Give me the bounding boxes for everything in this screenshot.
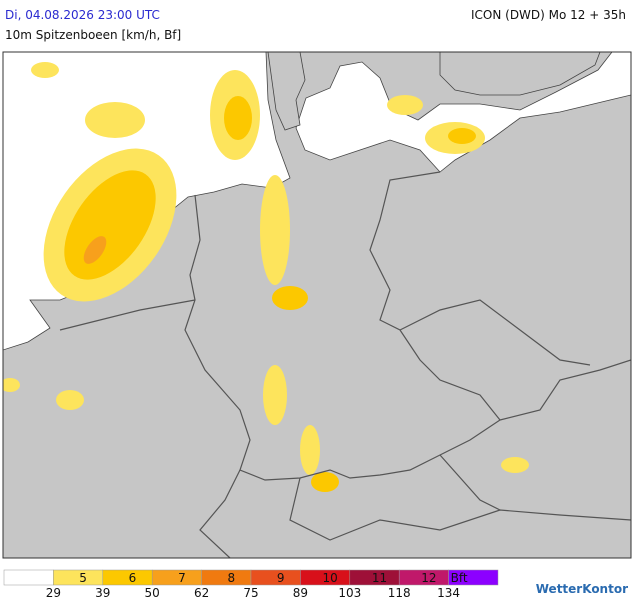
- denmark: [267, 52, 306, 131]
- legend-swatch: [151, 569, 202, 586]
- legend-class-label: 11: [372, 571, 387, 585]
- legend-threshold: 103: [338, 586, 361, 600]
- legend-threshold: 62: [194, 586, 209, 600]
- legend-class-label: 7: [178, 571, 186, 585]
- legend-class-label: Bft: [451, 571, 468, 585]
- legend-class-label: 9: [277, 571, 285, 585]
- sweden: [439, 52, 601, 96]
- legend-class-label: 10: [322, 571, 337, 585]
- legend-class-label: 6: [129, 571, 137, 585]
- borders: [59, 171, 631, 558]
- legend-swatch: [250, 569, 301, 586]
- model-run: ICON (DWD) Mo 12 + 35h: [471, 8, 626, 22]
- legend-swatch: [53, 569, 104, 586]
- valid-time: Di, 04.08.2026 23:00 UTC: [5, 8, 160, 22]
- legend-threshold: 134: [437, 586, 460, 600]
- parameter: 10m Spitzenboeen [km/h, Bf]: [5, 28, 181, 42]
- legend-class-label: 5: [79, 571, 87, 585]
- map: [2, 51, 632, 559]
- legend-class-label: 12: [421, 571, 436, 585]
- legend-threshold: 89: [293, 586, 308, 600]
- legend-swatch: [448, 569, 499, 586]
- legend-threshold: 118: [388, 586, 411, 600]
- legend-threshold: 75: [243, 586, 258, 600]
- legend-swatch: [201, 569, 252, 586]
- brand: WetterKontor: [536, 582, 628, 596]
- legend-swatch: [102, 569, 153, 586]
- legend-threshold: 29: [46, 586, 61, 600]
- gust-areas: [3, 62, 529, 492]
- legend-swatch: [3, 569, 54, 586]
- legend-threshold: 39: [95, 586, 110, 600]
- legend-threshold: 50: [145, 586, 160, 600]
- legend-class-label: 8: [227, 571, 235, 585]
- baltic-sea: [295, 52, 631, 173]
